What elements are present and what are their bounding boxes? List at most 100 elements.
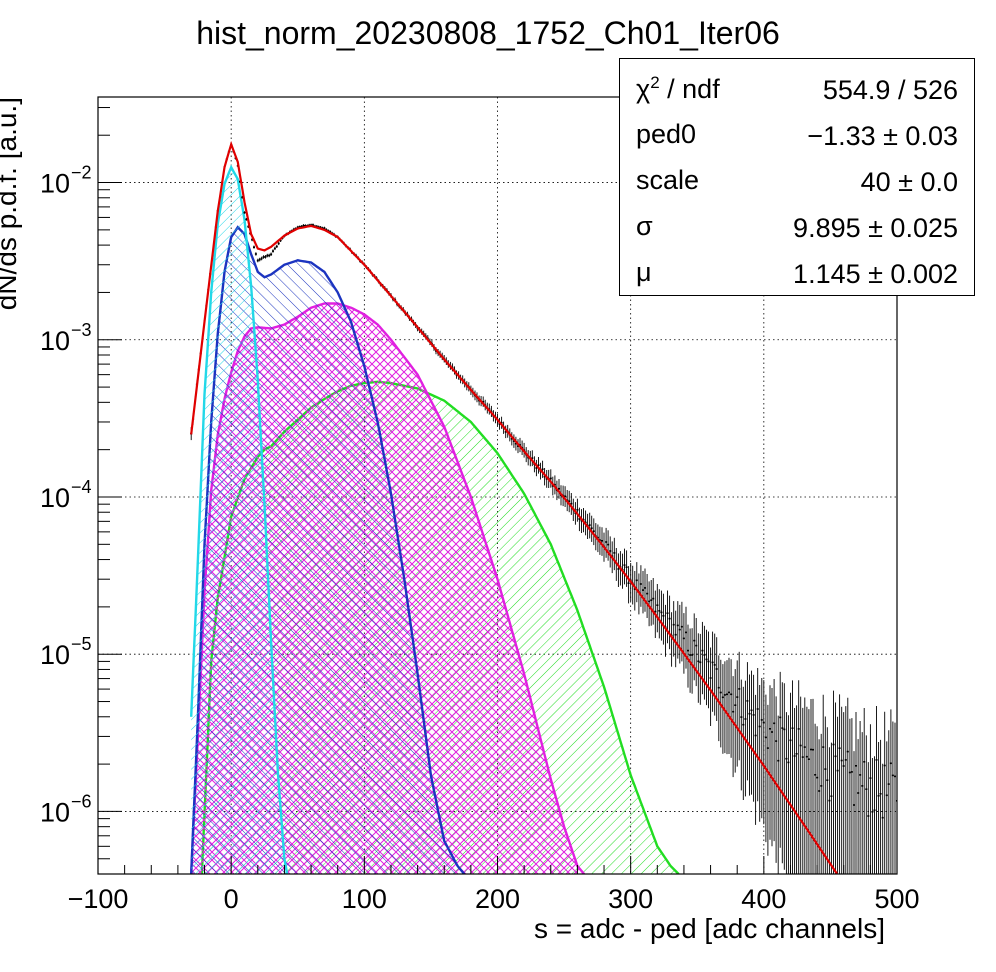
y-tick-exponent: −4 [71,477,92,497]
data-point [596,536,599,539]
data-point [625,566,628,568]
data-point [723,694,726,696]
x-axis-label: s = adc - ped [adc channels] [534,913,885,944]
data-point [275,245,278,248]
data-point [726,693,728,696]
data-point [721,696,724,699]
data-point [553,483,556,486]
data-point [627,582,630,584]
data-point [799,744,802,747]
data-point [885,794,888,797]
data-point [650,599,653,601]
data-point [832,743,835,746]
data-point [857,792,860,794]
data-point [805,755,808,758]
data-point [247,225,250,228]
data-point [549,477,552,480]
data-point [777,759,780,762]
data-point [689,654,692,656]
data-point [760,719,763,721]
data-point [543,475,546,478]
data-point [730,693,733,696]
data-point [732,710,735,713]
y-tick-label: 10 [40,797,70,827]
data-point [814,774,817,776]
data-point [273,247,276,250]
data-point [785,757,788,760]
data-point [719,691,722,694]
data-point [312,224,314,226]
data-point [680,625,683,628]
data-point [654,610,657,613]
series-line-total-fit [190,140,839,874]
data-point [824,768,827,770]
data-point [807,758,810,760]
data-point [241,196,244,199]
data-point [592,530,595,532]
data-point [537,464,540,466]
data-point [703,654,706,656]
data-point [666,612,669,614]
data-point [781,727,784,729]
data-point [779,716,782,719]
y-tick-label: 10 [40,483,70,513]
data-point [668,617,671,620]
x-tick-label: 300 [608,884,653,914]
stats-parameter-value: 1.145 ± 0.002 [793,259,958,289]
data-point [771,731,773,733]
data-point [296,226,299,229]
data-point [775,740,778,742]
data-point [709,677,712,679]
x-tick-label: 100 [342,884,387,914]
data-point [268,254,271,257]
data-point [253,246,255,248]
data-point [672,623,675,626]
data-point [891,774,894,777]
data-point [251,238,254,241]
data-point [272,250,274,252]
data-point [254,253,257,255]
data-point [646,592,649,595]
data-point [258,258,261,261]
data-point [740,716,743,718]
data-point [836,769,839,772]
data-point [810,748,812,751]
data-point [848,771,851,774]
data-point [609,550,612,552]
data-point [701,649,704,652]
data-point [277,242,280,245]
data-point [834,755,837,758]
data-point [742,723,745,726]
data-point [850,771,853,773]
data-point [748,712,751,715]
data-point [570,502,573,505]
data-point [693,639,696,642]
data-point [639,583,642,585]
data-point [838,747,841,749]
data-point [662,615,665,617]
data-point [300,225,303,228]
data-point [687,649,689,652]
data-point [510,438,513,440]
data-point [744,718,747,720]
data-point [568,500,571,502]
data-point [766,747,769,749]
data-point [517,445,519,447]
data-point [541,468,544,470]
data-point [889,762,892,765]
data-point [818,790,821,792]
data-point [319,226,322,229]
data-point [758,725,761,728]
data-point [558,487,560,490]
data-point [582,518,585,521]
data-point [764,736,767,739]
data-point [598,539,601,541]
data-point [797,728,800,730]
series-line-pedestal-peak [190,164,289,874]
data-point [734,704,737,706]
data-point [676,624,679,627]
data-point [605,541,608,543]
data-point [717,686,720,689]
chart-title: hist_norm_20230808_1752_Ch01_Iter06 [196,15,780,51]
data-point [500,422,503,424]
